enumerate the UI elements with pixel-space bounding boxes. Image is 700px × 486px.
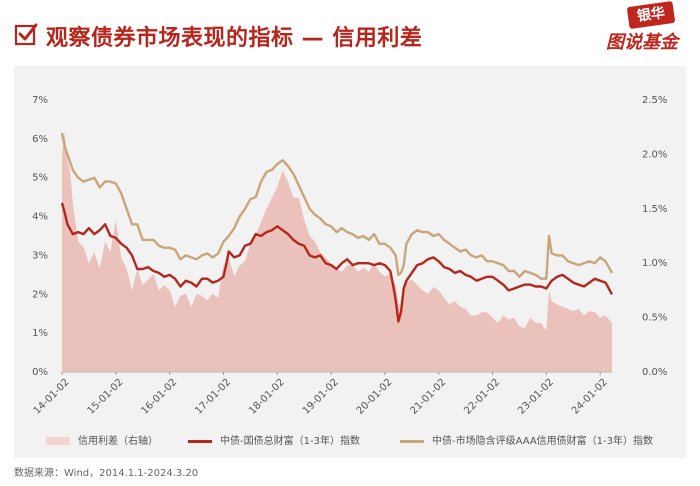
y-right-tick-label: 0.0% xyxy=(642,367,667,378)
legend-swatch-gov xyxy=(188,439,212,443)
y-left-tick-label: 4% xyxy=(32,212,48,223)
x-tick-label: 19-01-02 xyxy=(301,377,341,417)
chart-legend: 信用利差（右轴） 中债-国债总财富（1-3年）指数 中债-市场隐含评级AAA信用… xyxy=(14,428,686,452)
x-tick-label: 22-01-02 xyxy=(462,377,502,417)
y-left-tick-label: 5% xyxy=(32,173,48,184)
logo-top-text: 银华 xyxy=(626,0,676,30)
legend-label-credit: 中债-市场隐含评级AAA信用债财富（1-3年）指数 xyxy=(432,436,654,447)
x-tick-label: 23-01-02 xyxy=(516,377,556,417)
y-right-tick-label: 2.5% xyxy=(642,95,667,106)
x-tick-label: 14-01-02 xyxy=(32,377,72,417)
y-left-tick-label: 0% xyxy=(32,367,48,378)
x-tick-label: 17-01-02 xyxy=(193,377,233,417)
header: 观察债券市场表现的指标 — 信用利差 银华 图说基金 xyxy=(0,0,700,60)
brand-logo: 银华 图说基金 xyxy=(606,0,696,54)
credit-spread-chart: 0% 1% 2% 3% 4% 5% 6% 7% 0.0% 0.5% 1.0% 1.5% 2.0% 2.5%… xyxy=(32,95,668,417)
y-right-tick-label: 1.5% xyxy=(642,204,667,215)
legend-swatch-credit xyxy=(400,439,424,443)
x-tick-label: 18-01-02 xyxy=(247,377,287,417)
series-gov-line xyxy=(60,202,614,323)
y-left-tick-label: 7% xyxy=(32,95,48,106)
x-tick-label: 15-01-02 xyxy=(86,377,126,417)
series-spread-area xyxy=(62,132,612,372)
logo-bottom-text: 图说基金 xyxy=(606,32,678,53)
checkbox-icon xyxy=(14,23,38,46)
legend-label-spread: 信用利差（右轴） xyxy=(78,436,158,447)
page-title: 观察债券市场表现的指标 — 信用利差 xyxy=(46,26,423,51)
chart-panel: 0% 1% 2% 3% 4% 5% 6% 7% 0.0% 0.5% 1.0% 1.5% 2.0% 2.5%… xyxy=(14,66,686,458)
y-left-tick-label: 3% xyxy=(32,250,48,261)
x-tick-label: 21-01-02 xyxy=(408,377,448,417)
y-left-tick-label: 1% xyxy=(32,328,48,339)
y-left-tick-label: 6% xyxy=(32,134,48,145)
y-right-tick-label: 1.0% xyxy=(642,258,667,269)
y-left-tick-label: 2% xyxy=(32,289,48,300)
x-tick-label: 20-01-02 xyxy=(355,377,395,417)
data-source: 数据来源：Wind，2014.1.1-2024.3.20 xyxy=(14,468,199,479)
legend-item-gov: 中债-国债总财富（1-3年）指数 xyxy=(188,432,360,447)
x-tick-label: 16-01-02 xyxy=(139,377,179,417)
legend-swatch-spread xyxy=(46,437,70,445)
y-right-tick-label: 0.5% xyxy=(642,313,667,324)
x-tick-label: 24-01-02 xyxy=(570,377,610,417)
y-right-tick-label: 2.0% xyxy=(642,149,667,160)
series-credit-line xyxy=(60,132,614,280)
legend-label-gov: 中债-国债总财富（1-3年）指数 xyxy=(220,436,360,447)
legend-item-credit: 中债-市场隐含评级AAA信用债财富（1-3年）指数 xyxy=(400,432,653,447)
legend-item-spread: 信用利差（右轴） xyxy=(46,432,158,447)
